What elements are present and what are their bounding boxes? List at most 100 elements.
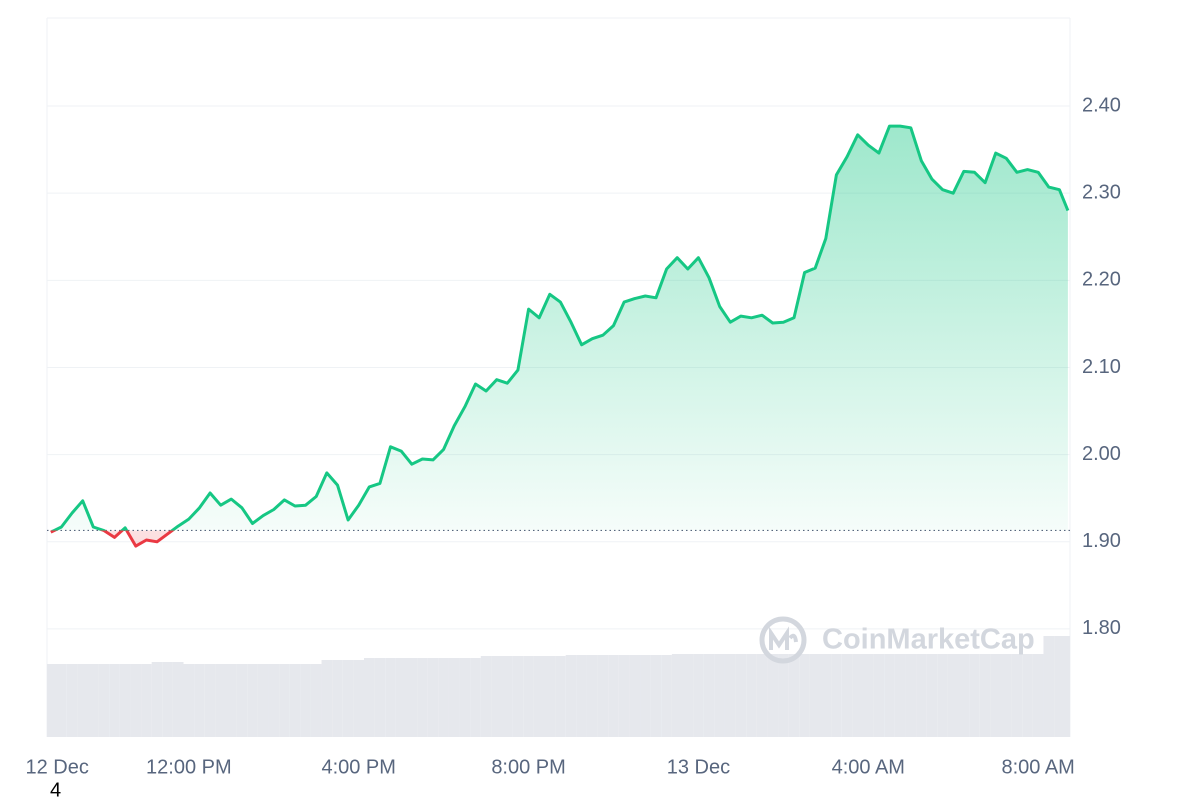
- volume-bar: [735, 654, 747, 737]
- volume-bar: [56, 664, 67, 737]
- x-tick-label: 4:00 PM: [321, 756, 395, 778]
- watermark: CoinMarketCap: [759, 616, 1035, 664]
- volume-bar: [703, 654, 715, 737]
- volume-bar: [1011, 654, 1023, 737]
- volume-bar: [268, 664, 280, 737]
- volume-bar: [353, 660, 365, 737]
- volume-bar: [183, 664, 195, 737]
- volume-bar: [427, 658, 439, 737]
- volume-bar: [87, 664, 99, 737]
- watermark-text: CoinMarketCap: [822, 624, 1035, 656]
- volume-bar: [130, 664, 142, 737]
- volume-bar: [947, 654, 959, 737]
- volume-bar: [1062, 636, 1070, 737]
- volume-bar: [650, 655, 662, 737]
- volume-bar: [618, 655, 630, 737]
- volume-bar: [119, 664, 131, 737]
- volume-bar: [385, 658, 396, 737]
- volume-bar: [778, 654, 789, 737]
- volume-bar: [162, 662, 173, 737]
- volume-bar: [247, 664, 258, 737]
- volume-bar: [640, 655, 651, 737]
- volume-bar: [406, 658, 418, 737]
- volume-bar: [194, 664, 205, 737]
- volume-bar: [831, 654, 842, 737]
- volume-bar: [1022, 654, 1033, 737]
- volume-bar: [894, 654, 906, 737]
- volume-bar: [1000, 654, 1012, 737]
- volume-bar: [395, 658, 407, 737]
- volume-bar: [724, 654, 736, 737]
- volume-bar: [98, 664, 110, 737]
- x-tick-label: 8:00 AM: [1001, 756, 1074, 778]
- volume-bar: [873, 654, 885, 737]
- volume-bar: [523, 656, 534, 737]
- volume-bar: [172, 662, 184, 737]
- volume-bar: [1032, 654, 1044, 737]
- volume-bar: [300, 664, 311, 737]
- y-tick-label: 2.00: [1082, 443, 1121, 465]
- volume-bar: [66, 664, 78, 737]
- volume-bar: [809, 654, 821, 737]
- y-tick-label: 2.20: [1082, 269, 1121, 291]
- volume-bar: [289, 664, 301, 737]
- volume-bar: [852, 654, 863, 737]
- volume-bar: [459, 658, 471, 737]
- volume-bar: [756, 654, 768, 737]
- volume-bar: [374, 658, 386, 737]
- volume-bar: [682, 654, 694, 737]
- volume-bar: [480, 656, 492, 737]
- volume-bar: [364, 658, 375, 737]
- volume-bar: [958, 654, 970, 737]
- volume-bar: [714, 654, 725, 737]
- volume-bar: [544, 656, 556, 737]
- volume-bar: [884, 654, 895, 737]
- volume-bar: [905, 654, 917, 737]
- volume-bar: [767, 654, 779, 737]
- volume-bar: [576, 655, 587, 737]
- volume-bar: [512, 656, 524, 737]
- y-tick-label: 2.10: [1082, 356, 1121, 378]
- volume-bar: [608, 655, 619, 737]
- volume-bar: [438, 658, 449, 737]
- y-tick-label: 1.90: [1082, 530, 1121, 552]
- volume-bar: [555, 656, 566, 737]
- volume-bar: [1054, 636, 1065, 737]
- volume-bar: [321, 660, 333, 737]
- volume-bar: [332, 660, 343, 737]
- volume-bar: [862, 654, 874, 737]
- volume-bar: [799, 654, 810, 737]
- watermark-logo: [759, 616, 807, 664]
- volume-bar: [417, 658, 428, 737]
- volume-bar: [77, 664, 88, 737]
- volume-bar: [969, 654, 980, 737]
- volume-bar: [841, 654, 853, 737]
- x-tick-label: 12 Dec: [26, 756, 89, 778]
- volume-bar: [586, 655, 598, 737]
- volume-bar: [109, 664, 120, 737]
- volume-bar: [502, 656, 513, 737]
- volume-bar: [990, 654, 1001, 737]
- volume-bar: [204, 664, 216, 737]
- volume-bar: [310, 664, 322, 737]
- volume-bar: [788, 654, 800, 737]
- volume-bar: [279, 664, 290, 737]
- watermark-logo-mark: [769, 626, 798, 650]
- volume-bar: [215, 664, 226, 737]
- volume-bar: [565, 655, 577, 737]
- x-tick-label: 4:00 AM: [832, 756, 905, 778]
- volume-bar: [916, 654, 927, 737]
- volume-bar: [979, 654, 991, 737]
- volume-bar: [597, 655, 609, 737]
- volume-bar: [342, 660, 354, 737]
- volume-bar: [141, 664, 152, 737]
- price-area: [50, 126, 1068, 547]
- price-line: [50, 124, 1070, 548]
- y-tick-label: 2.30: [1082, 181, 1121, 203]
- volume-bar: [629, 655, 641, 737]
- volume-bar: [926, 654, 938, 737]
- volume-bar: [47, 664, 58, 737]
- y-tick-label: 2.40: [1082, 94, 1121, 116]
- volume-bar: [448, 658, 460, 737]
